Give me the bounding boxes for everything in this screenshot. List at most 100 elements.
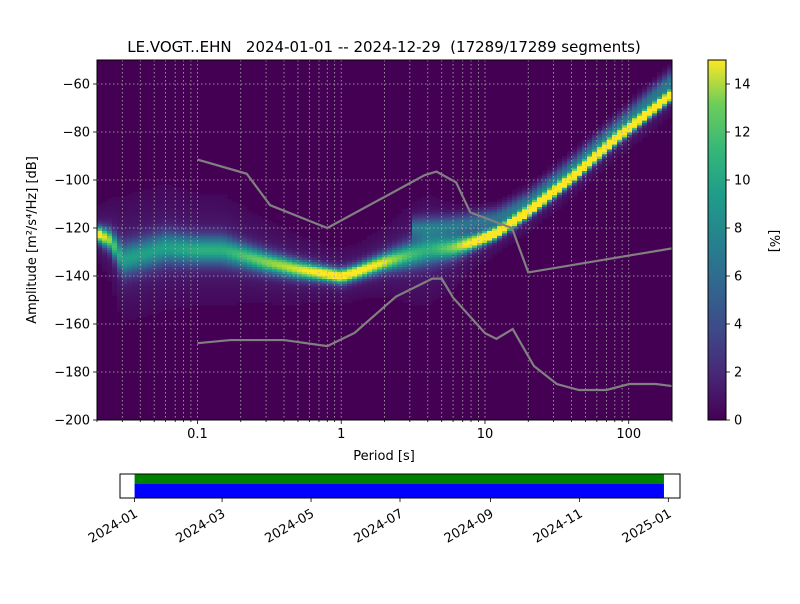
heatmap-cell xyxy=(467,220,473,224)
heatmap-cell xyxy=(427,240,433,243)
heatmap-cell xyxy=(447,264,453,267)
heatmap-cell xyxy=(527,216,533,219)
heatmap-cell xyxy=(447,242,453,246)
heatmap-cell xyxy=(197,208,203,212)
heatmap-cell xyxy=(437,211,443,215)
heatmap-cell xyxy=(432,297,438,301)
y-axis-ticks: −60−80−100−120−140−160−180−200 xyxy=(54,78,97,429)
heatmap-cell xyxy=(627,105,633,109)
heatmap-cell xyxy=(412,280,418,284)
heatmap-cell xyxy=(217,220,223,224)
heatmap-cell xyxy=(432,218,438,222)
heatmap-cell xyxy=(182,196,188,200)
heatmap-cell xyxy=(257,271,263,275)
heatmap-cell xyxy=(222,283,228,287)
heatmap-cell xyxy=(272,288,278,291)
heatmap-cell xyxy=(252,242,258,246)
heatmap-cell xyxy=(667,69,672,73)
heatmap-cell xyxy=(172,211,178,215)
heatmap-cell xyxy=(207,240,213,243)
heatmap-cell xyxy=(597,148,603,152)
heatmap-cell xyxy=(367,252,373,255)
heatmap-cell xyxy=(272,285,278,289)
heatmap-cell xyxy=(157,199,163,203)
heatmap-cell xyxy=(442,249,448,253)
heatmap-cell xyxy=(527,192,533,195)
heatmap-cell xyxy=(187,208,193,212)
heatmap-cell xyxy=(422,278,428,282)
heatmap-cell xyxy=(212,292,218,296)
heatmap-cell xyxy=(662,115,668,119)
heatmap-cell xyxy=(112,213,118,217)
heatmap-cell xyxy=(537,175,543,179)
heatmap-cell xyxy=(422,247,428,251)
heatmap-cell xyxy=(212,216,218,219)
heatmap-cell xyxy=(182,228,188,231)
heatmap-cell xyxy=(297,240,303,243)
heatmap-cell xyxy=(272,283,278,287)
heatmap-cell xyxy=(177,223,183,227)
heatmap-cell xyxy=(362,252,368,255)
heatmap-cell xyxy=(137,232,143,236)
heatmap-cell xyxy=(477,204,483,207)
heatmap-cell xyxy=(462,259,468,263)
heatmap-cell xyxy=(242,218,248,222)
heatmap-cell xyxy=(282,247,288,251)
heatmap-cell xyxy=(97,213,103,217)
heatmap-cell xyxy=(272,302,278,306)
heatmap-cell xyxy=(177,302,183,306)
heatmap-cell xyxy=(472,256,478,260)
heatmap-cell xyxy=(417,266,423,270)
heatmap-cell xyxy=(297,288,303,291)
heatmap-cell xyxy=(102,266,108,270)
heatmap-cell xyxy=(257,254,263,258)
heatmap-cell xyxy=(217,292,223,296)
heatmap-cell xyxy=(97,216,103,219)
heatmap-cell xyxy=(472,240,478,243)
heatmap-cell xyxy=(132,199,138,203)
heatmap-cell xyxy=(197,256,203,260)
heatmap-cell xyxy=(212,285,218,289)
heatmap-cell xyxy=(322,290,328,294)
heatmap-cell xyxy=(302,297,308,301)
heatmap-cell xyxy=(457,232,463,236)
heatmap-cell xyxy=(367,240,373,243)
heatmap-cell xyxy=(372,242,378,246)
heatmap-cell xyxy=(462,220,468,224)
heatmap-cell xyxy=(207,199,213,203)
heatmap-cell xyxy=(177,304,183,308)
heatmap-cell xyxy=(477,225,483,229)
heatmap-cell xyxy=(147,237,153,241)
heatmap-cell xyxy=(442,220,448,224)
heatmap-cell xyxy=(622,112,628,116)
heatmap-cell xyxy=(247,220,253,224)
heatmap-cell xyxy=(217,213,223,217)
heatmap-cell xyxy=(267,297,273,301)
heatmap-cell xyxy=(142,194,148,198)
heatmap-cell xyxy=(157,223,163,227)
heatmap-cell xyxy=(527,196,533,200)
heatmap-cell xyxy=(427,235,433,239)
heatmap-cell xyxy=(127,208,133,212)
heatmap-cell xyxy=(412,288,418,291)
heatmap-cell xyxy=(222,259,228,263)
heatmap-cell xyxy=(622,124,628,128)
heatmap-cell xyxy=(237,223,243,227)
heatmap-cell xyxy=(402,280,408,284)
heatmap-cell xyxy=(422,223,428,227)
heatmap-cell xyxy=(307,273,313,277)
heatmap-cell xyxy=(622,117,628,121)
heatmap-cell xyxy=(667,100,672,104)
heatmap-cell xyxy=(232,220,238,224)
heatmap-cell xyxy=(422,237,428,241)
heatmap-cell xyxy=(547,180,553,183)
heatmap-cell xyxy=(267,280,273,284)
heatmap-cell xyxy=(247,266,253,270)
heatmap-cell xyxy=(442,242,448,246)
heatmap-cell xyxy=(492,206,498,210)
heatmap-cell xyxy=(582,148,588,152)
heatmap-cell xyxy=(167,278,173,282)
heatmap-cell xyxy=(97,223,103,227)
heatmap-cell xyxy=(542,182,548,186)
heatmap-cell xyxy=(147,307,153,311)
